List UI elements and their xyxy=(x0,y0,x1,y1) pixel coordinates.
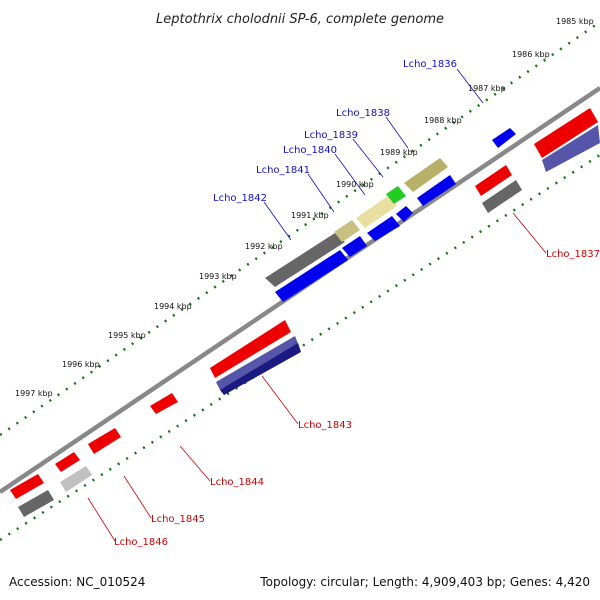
gene-blue xyxy=(492,128,516,148)
gene-label: Lcho_1840 xyxy=(283,145,337,156)
kbp-label: 1992 kbp xyxy=(245,242,283,251)
leader-line xyxy=(352,138,384,178)
kbp-label: 1996 kbp xyxy=(62,360,100,369)
gene-purple xyxy=(216,336,299,390)
kbp-label: 1989 kbp xyxy=(380,148,418,157)
leader-line xyxy=(87,497,116,542)
gene-green xyxy=(386,186,406,204)
gene-label: Lcho_1846 xyxy=(114,537,168,548)
gene-label: Lcho_1841 xyxy=(256,165,310,176)
leader-line xyxy=(307,173,335,213)
gene-label: Lcho_1842 xyxy=(213,193,267,204)
leader-line xyxy=(263,201,292,241)
leader-line xyxy=(512,212,547,254)
accession-text: Accession: NC_010524 xyxy=(9,575,145,589)
kbp-outer-track xyxy=(0,20,600,437)
kbp-labels: 1985 kbp 1986 kbp 1987 kbp 1988 kbp 1989… xyxy=(15,17,594,398)
forward-strand-genes xyxy=(265,108,598,287)
topology-text: Topology: circular; Length: 4,909,403 bp… xyxy=(259,575,590,589)
gene-red xyxy=(150,393,178,414)
kbp-ruler xyxy=(0,20,600,542)
kbp-label: 1987 kbp xyxy=(468,84,506,93)
leader-line xyxy=(385,116,409,149)
gene-gray xyxy=(265,233,345,287)
kbp-label: 1993 kbp xyxy=(199,272,237,281)
reverse-gene-labels: Lcho_1837 Lcho_1843 Lcho_1844 Lcho_1845 … xyxy=(114,249,600,548)
leader-line xyxy=(456,68,484,104)
leader-line xyxy=(179,445,211,482)
kbp-label: 1985 kbp xyxy=(556,17,594,26)
reverse-leaders xyxy=(87,212,547,542)
gene-blue xyxy=(367,216,400,241)
kbp-label: 1988 kbp xyxy=(424,116,462,125)
gene-label: Lcho_1837 xyxy=(546,249,600,260)
kbp-label: 1997 kbp xyxy=(15,389,53,398)
gene-label: Lcho_1845 xyxy=(151,514,205,525)
leader-line xyxy=(123,475,152,519)
gene-blue xyxy=(275,250,348,302)
gene-red xyxy=(534,108,598,158)
kbp-label: 1995 kbp xyxy=(108,331,146,340)
kbp-label: 1990 kbp xyxy=(336,180,374,189)
gene-red xyxy=(10,474,44,499)
gene-blue xyxy=(396,206,413,222)
gene-purple xyxy=(542,125,600,172)
map-title: Leptothrix cholodnii SP-6, complete geno… xyxy=(156,12,444,27)
gene-gray xyxy=(18,490,54,517)
forward-leaders xyxy=(263,68,484,241)
gene-label: Lcho_1844 xyxy=(210,477,264,488)
gene-lightgray xyxy=(60,466,92,492)
gene-label: Lcho_1839 xyxy=(304,130,358,141)
kbp-label: 1991 kbp xyxy=(291,211,329,220)
gene-gray xyxy=(482,180,522,213)
gene-red xyxy=(210,320,291,378)
kbp-label: 1986 kbp xyxy=(512,50,550,59)
kbp-label: 1994 kbp xyxy=(154,302,192,311)
gene-khaki xyxy=(404,158,448,192)
gene-red xyxy=(88,428,121,454)
gene-label: Lcho_1838 xyxy=(336,108,390,119)
gene-red xyxy=(55,452,80,472)
gene-blue xyxy=(417,175,456,206)
gene-khaki xyxy=(334,220,360,242)
leader-line xyxy=(334,153,366,196)
gene-label: Lcho_1843 xyxy=(298,420,352,431)
forward-gene-labels: Lcho_1836 Lcho_1838 Lcho_1839 Lcho_1840 … xyxy=(213,59,457,204)
gene-khaki xyxy=(356,196,397,228)
leader-line xyxy=(261,375,299,425)
gene-label: Lcho_1836 xyxy=(403,59,457,70)
inner-genes xyxy=(10,125,600,517)
gene-red xyxy=(475,165,512,196)
gene-navy xyxy=(220,343,301,395)
gene-blue xyxy=(342,236,367,257)
